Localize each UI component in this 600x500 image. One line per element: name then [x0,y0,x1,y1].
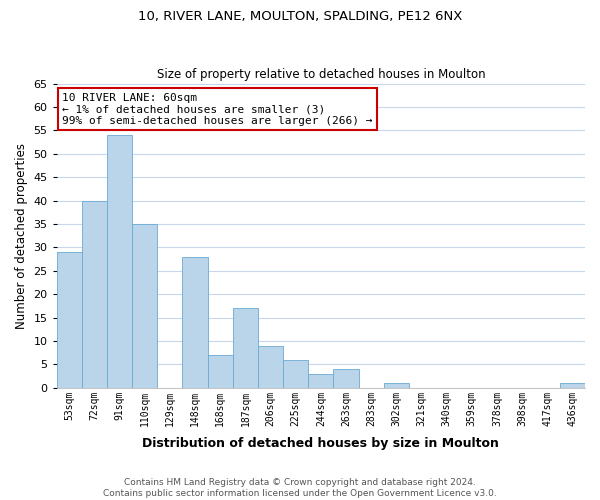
Title: Size of property relative to detached houses in Moulton: Size of property relative to detached ho… [157,68,485,81]
Bar [132,224,157,388]
Bar [308,374,334,388]
Bar [384,383,409,388]
Bar [233,308,258,388]
Bar [258,346,283,388]
Bar [182,257,208,388]
X-axis label: Distribution of detached houses by size in Moulton: Distribution of detached houses by size … [142,437,499,450]
Y-axis label: Number of detached properties: Number of detached properties [15,142,28,328]
Bar [334,369,359,388]
Bar [107,135,132,388]
Bar [208,355,233,388]
Bar [560,383,585,388]
Text: 10, RIVER LANE, MOULTON, SPALDING, PE12 6NX: 10, RIVER LANE, MOULTON, SPALDING, PE12 … [138,10,462,23]
Bar [283,360,308,388]
Text: 10 RIVER LANE: 60sqm
← 1% of detached houses are smaller (3)
99% of semi-detache: 10 RIVER LANE: 60sqm ← 1% of detached ho… [62,92,373,126]
Bar [57,252,82,388]
Text: Contains HM Land Registry data © Crown copyright and database right 2024.
Contai: Contains HM Land Registry data © Crown c… [103,478,497,498]
Bar [82,200,107,388]
